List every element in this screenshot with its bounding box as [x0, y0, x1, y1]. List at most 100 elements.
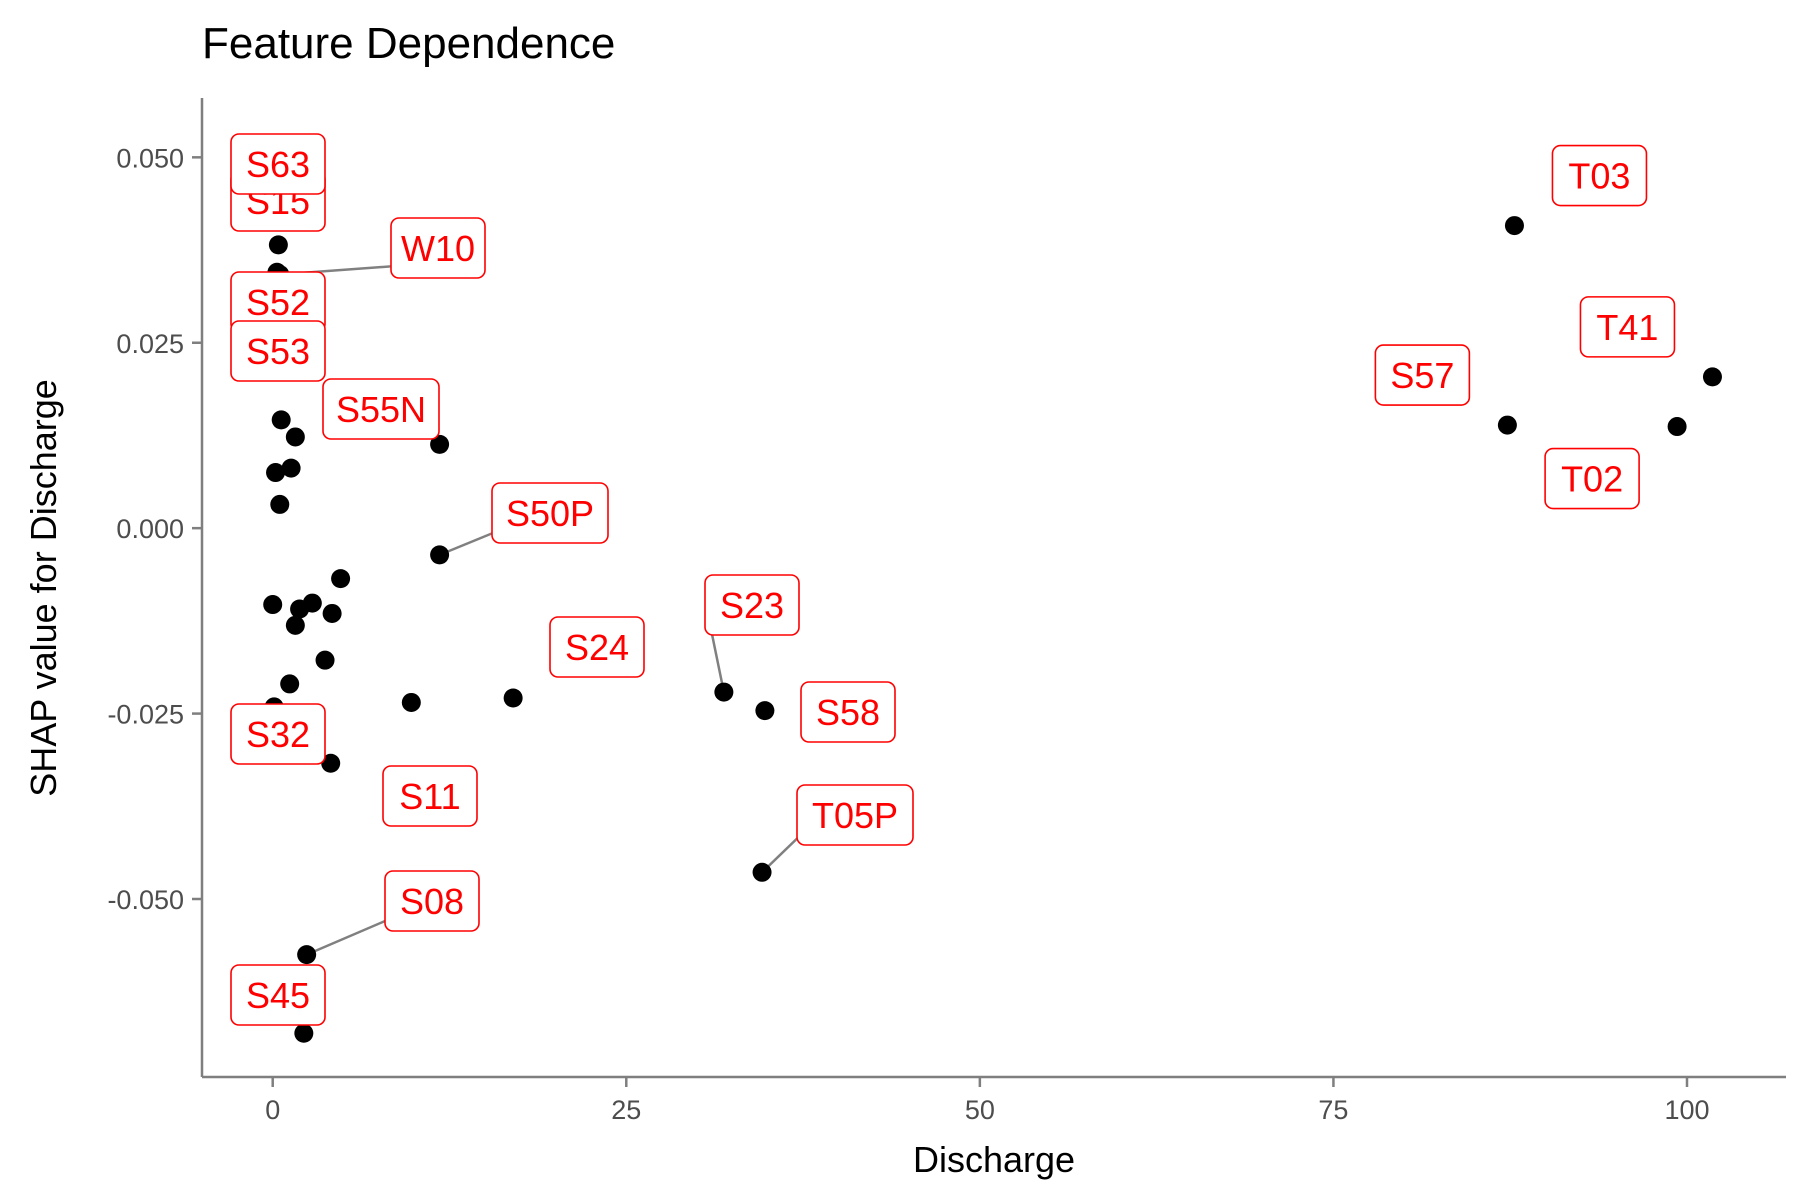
- label-text: S57: [1390, 355, 1454, 396]
- label-box: [384, 870, 480, 932]
- point-label: S53: [230, 320, 326, 382]
- label-text: S08: [400, 881, 464, 922]
- data-point: [401, 692, 421, 712]
- label-text: S32: [246, 714, 310, 755]
- data-point: [1504, 216, 1524, 236]
- leader-line: [306, 917, 391, 956]
- label-box: [230, 703, 326, 765]
- data-point: [297, 945, 317, 965]
- data-point: [1667, 417, 1687, 437]
- label-box: [1544, 447, 1640, 510]
- y-tick-label: 0.000: [116, 514, 184, 544]
- label-box: [1374, 344, 1471, 406]
- data-point: [1702, 367, 1722, 387]
- label-box: [800, 681, 896, 743]
- label-box: [382, 765, 478, 827]
- point-label: S58: [800, 681, 896, 743]
- label-box: [230, 133, 326, 195]
- data-point: [322, 603, 342, 623]
- x-tick-label: 75: [1318, 1095, 1348, 1125]
- label-box: [230, 320, 326, 382]
- label-text: S58: [816, 692, 880, 733]
- data-point: [268, 235, 288, 255]
- data-point: [280, 674, 300, 694]
- y-tick-label: -0.050: [107, 885, 184, 915]
- label-text: S53: [246, 331, 310, 372]
- x-tick-label: 0: [265, 1095, 280, 1125]
- y-tick-label: 0.025: [116, 329, 184, 359]
- point-label: S57: [1374, 344, 1471, 406]
- data-point: [503, 688, 523, 708]
- data-point: [294, 1023, 314, 1043]
- x-axis-title: Discharge: [913, 1139, 1075, 1180]
- data-point: [755, 701, 775, 721]
- data-point: [1497, 415, 1517, 435]
- data-point: [285, 427, 305, 447]
- data-point: [331, 569, 351, 589]
- x-ticks: 0 25 50 75 100: [265, 1077, 1710, 1125]
- label-text: S23: [720, 585, 784, 626]
- leader-line: [439, 529, 499, 557]
- data-point: [752, 862, 772, 882]
- data-points: [263, 216, 1722, 1043]
- point-label: S08: [384, 870, 480, 932]
- label-box: [1579, 296, 1676, 358]
- data-point: [285, 615, 305, 635]
- data-point: [430, 434, 450, 454]
- data-point: [266, 463, 286, 483]
- data-point: [263, 595, 283, 615]
- point-label: T05P: [796, 784, 914, 846]
- data-point: [281, 458, 301, 478]
- point-label: S45: [230, 964, 326, 1026]
- point-label: S50P: [491, 482, 609, 544]
- data-point: [430, 545, 450, 565]
- label-text: S63: [246, 144, 310, 185]
- point-label: S63: [230, 133, 326, 195]
- label-text: S45: [246, 975, 310, 1016]
- label-box: [704, 574, 800, 636]
- data-point: [290, 599, 310, 619]
- label-box: [796, 784, 914, 846]
- label-text: T41: [1596, 307, 1658, 348]
- point-label: T03: [1551, 144, 1648, 207]
- data-point: [270, 494, 290, 514]
- label-text: W10: [401, 228, 475, 269]
- data-point: [271, 410, 291, 430]
- point-label: S24: [549, 616, 645, 678]
- label-text: T02: [1561, 459, 1623, 500]
- x-tick-label: 100: [1664, 1095, 1709, 1125]
- label-box: [491, 482, 609, 544]
- data-point: [714, 682, 734, 702]
- point-label: S23: [704, 574, 800, 636]
- point-label: S32: [230, 703, 326, 765]
- label-text: S24: [565, 627, 629, 668]
- point-label: S55N: [322, 378, 440, 440]
- point-label: S11: [382, 765, 478, 827]
- label-text: T05P: [812, 795, 898, 836]
- y-axis-title: SHAP value for Discharge: [23, 379, 64, 797]
- x-tick-label: 50: [965, 1095, 995, 1125]
- point-labels: S15S63W10S52S53S55NS50PS32S11S24S23S58T0…: [230, 133, 1676, 1026]
- label-text: T03: [1568, 156, 1630, 197]
- point-label: T02: [1544, 447, 1640, 510]
- point-label: T41: [1579, 296, 1676, 358]
- axes: [200, 98, 1786, 1079]
- label-text: S11: [399, 776, 460, 817]
- label-box: [549, 616, 645, 678]
- data-point: [321, 753, 341, 773]
- label-text: S55N: [336, 389, 426, 430]
- point-label: W10: [390, 217, 486, 279]
- label-text: S50P: [506, 493, 594, 534]
- x-tick-label: 25: [611, 1095, 641, 1125]
- label-box: [1551, 144, 1648, 207]
- chart-title: Feature Dependence: [202, 19, 615, 68]
- label-box: [322, 378, 440, 440]
- label-box: [390, 217, 486, 279]
- y-tick-label: 0.050: [116, 143, 184, 173]
- label-text: S52: [246, 282, 310, 323]
- y-tick-label: -0.025: [107, 700, 184, 730]
- label-box: [230, 964, 326, 1026]
- data-point: [315, 650, 335, 670]
- y-ticks: 0.050 0.025 0.000 -0.025 -0.050: [107, 143, 202, 915]
